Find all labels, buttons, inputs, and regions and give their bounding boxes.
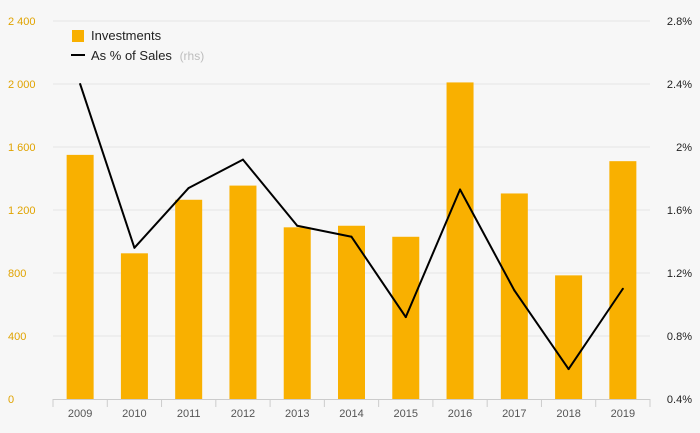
- line-point: [241, 158, 244, 161]
- x-tick-label: 2009: [68, 408, 92, 420]
- x-tick-label: 2016: [448, 408, 472, 420]
- left-tick-label: 0: [8, 394, 14, 406]
- x-tick-label: 2018: [556, 408, 580, 420]
- line-point: [296, 224, 299, 227]
- bar: [555, 275, 583, 399]
- bar: [500, 193, 528, 399]
- right-tick-label: 0.4%: [667, 394, 692, 406]
- line-point: [187, 186, 190, 189]
- x-tick-label: 2011: [177, 408, 201, 420]
- right-tick-label: 1.2%: [667, 268, 692, 280]
- line-point: [621, 287, 624, 290]
- investment-bars: [66, 82, 637, 400]
- bar: [120, 253, 148, 399]
- left-tick-label: 400: [8, 331, 26, 343]
- bar: [338, 225, 365, 399]
- x-tick-label: 2014: [339, 408, 363, 420]
- bar: [446, 82, 474, 400]
- bar: [66, 154, 94, 399]
- axes: 0 400 800 1 200 1 600 2 000 2 400 0.4% 0.8% 1.2% 1…: [8, 16, 692, 420]
- x-tick-label: 2013: [285, 408, 309, 420]
- legend: Investments As % of Sales (rhs): [71, 28, 204, 63]
- left-tick-label: 2 000: [8, 79, 36, 91]
- bar: [283, 227, 311, 399]
- line-point: [567, 368, 570, 371]
- x-tick-label: 2017: [502, 408, 526, 420]
- legend-label-sales-percent-suffix: (rhs): [180, 49, 205, 63]
- x-tick-label: 2012: [231, 408, 255, 420]
- sales-percent-line: [79, 83, 624, 371]
- bar: [609, 161, 637, 399]
- line-point: [404, 316, 407, 319]
- legend-swatch-investments: [72, 30, 84, 42]
- line-point: [513, 289, 516, 292]
- right-tick-label: 2%: [676, 142, 692, 154]
- line-point: [79, 83, 82, 85]
- right-tick-label: 2.8%: [667, 16, 692, 28]
- right-tick-label: 1.6%: [667, 205, 692, 217]
- gridlines: [53, 20, 650, 337]
- line-point: [350, 235, 353, 238]
- x-tick-label: 2010: [122, 408, 146, 420]
- line-point: [459, 188, 462, 191]
- bar: [175, 199, 203, 399]
- left-tick-label: 800: [8, 268, 26, 280]
- bar: [229, 185, 257, 399]
- legend-label-sales-percent: As % of Sales (rhs): [91, 48, 204, 63]
- left-tick-label: 2 400: [8, 16, 36, 28]
- left-tick-label: 1 600: [8, 142, 36, 154]
- right-tick-label: 2.4%: [667, 79, 692, 91]
- legend-label-sales-percent-name: As % of Sales: [91, 48, 172, 63]
- right-tick-label: 0.8%: [667, 331, 692, 343]
- line-point: [133, 246, 136, 249]
- x-tick-label: 2019: [611, 408, 635, 420]
- legend-label-investments: Investments: [91, 28, 162, 43]
- left-tick-label: 1 200: [8, 205, 36, 217]
- x-tick-label: 2015: [394, 408, 418, 420]
